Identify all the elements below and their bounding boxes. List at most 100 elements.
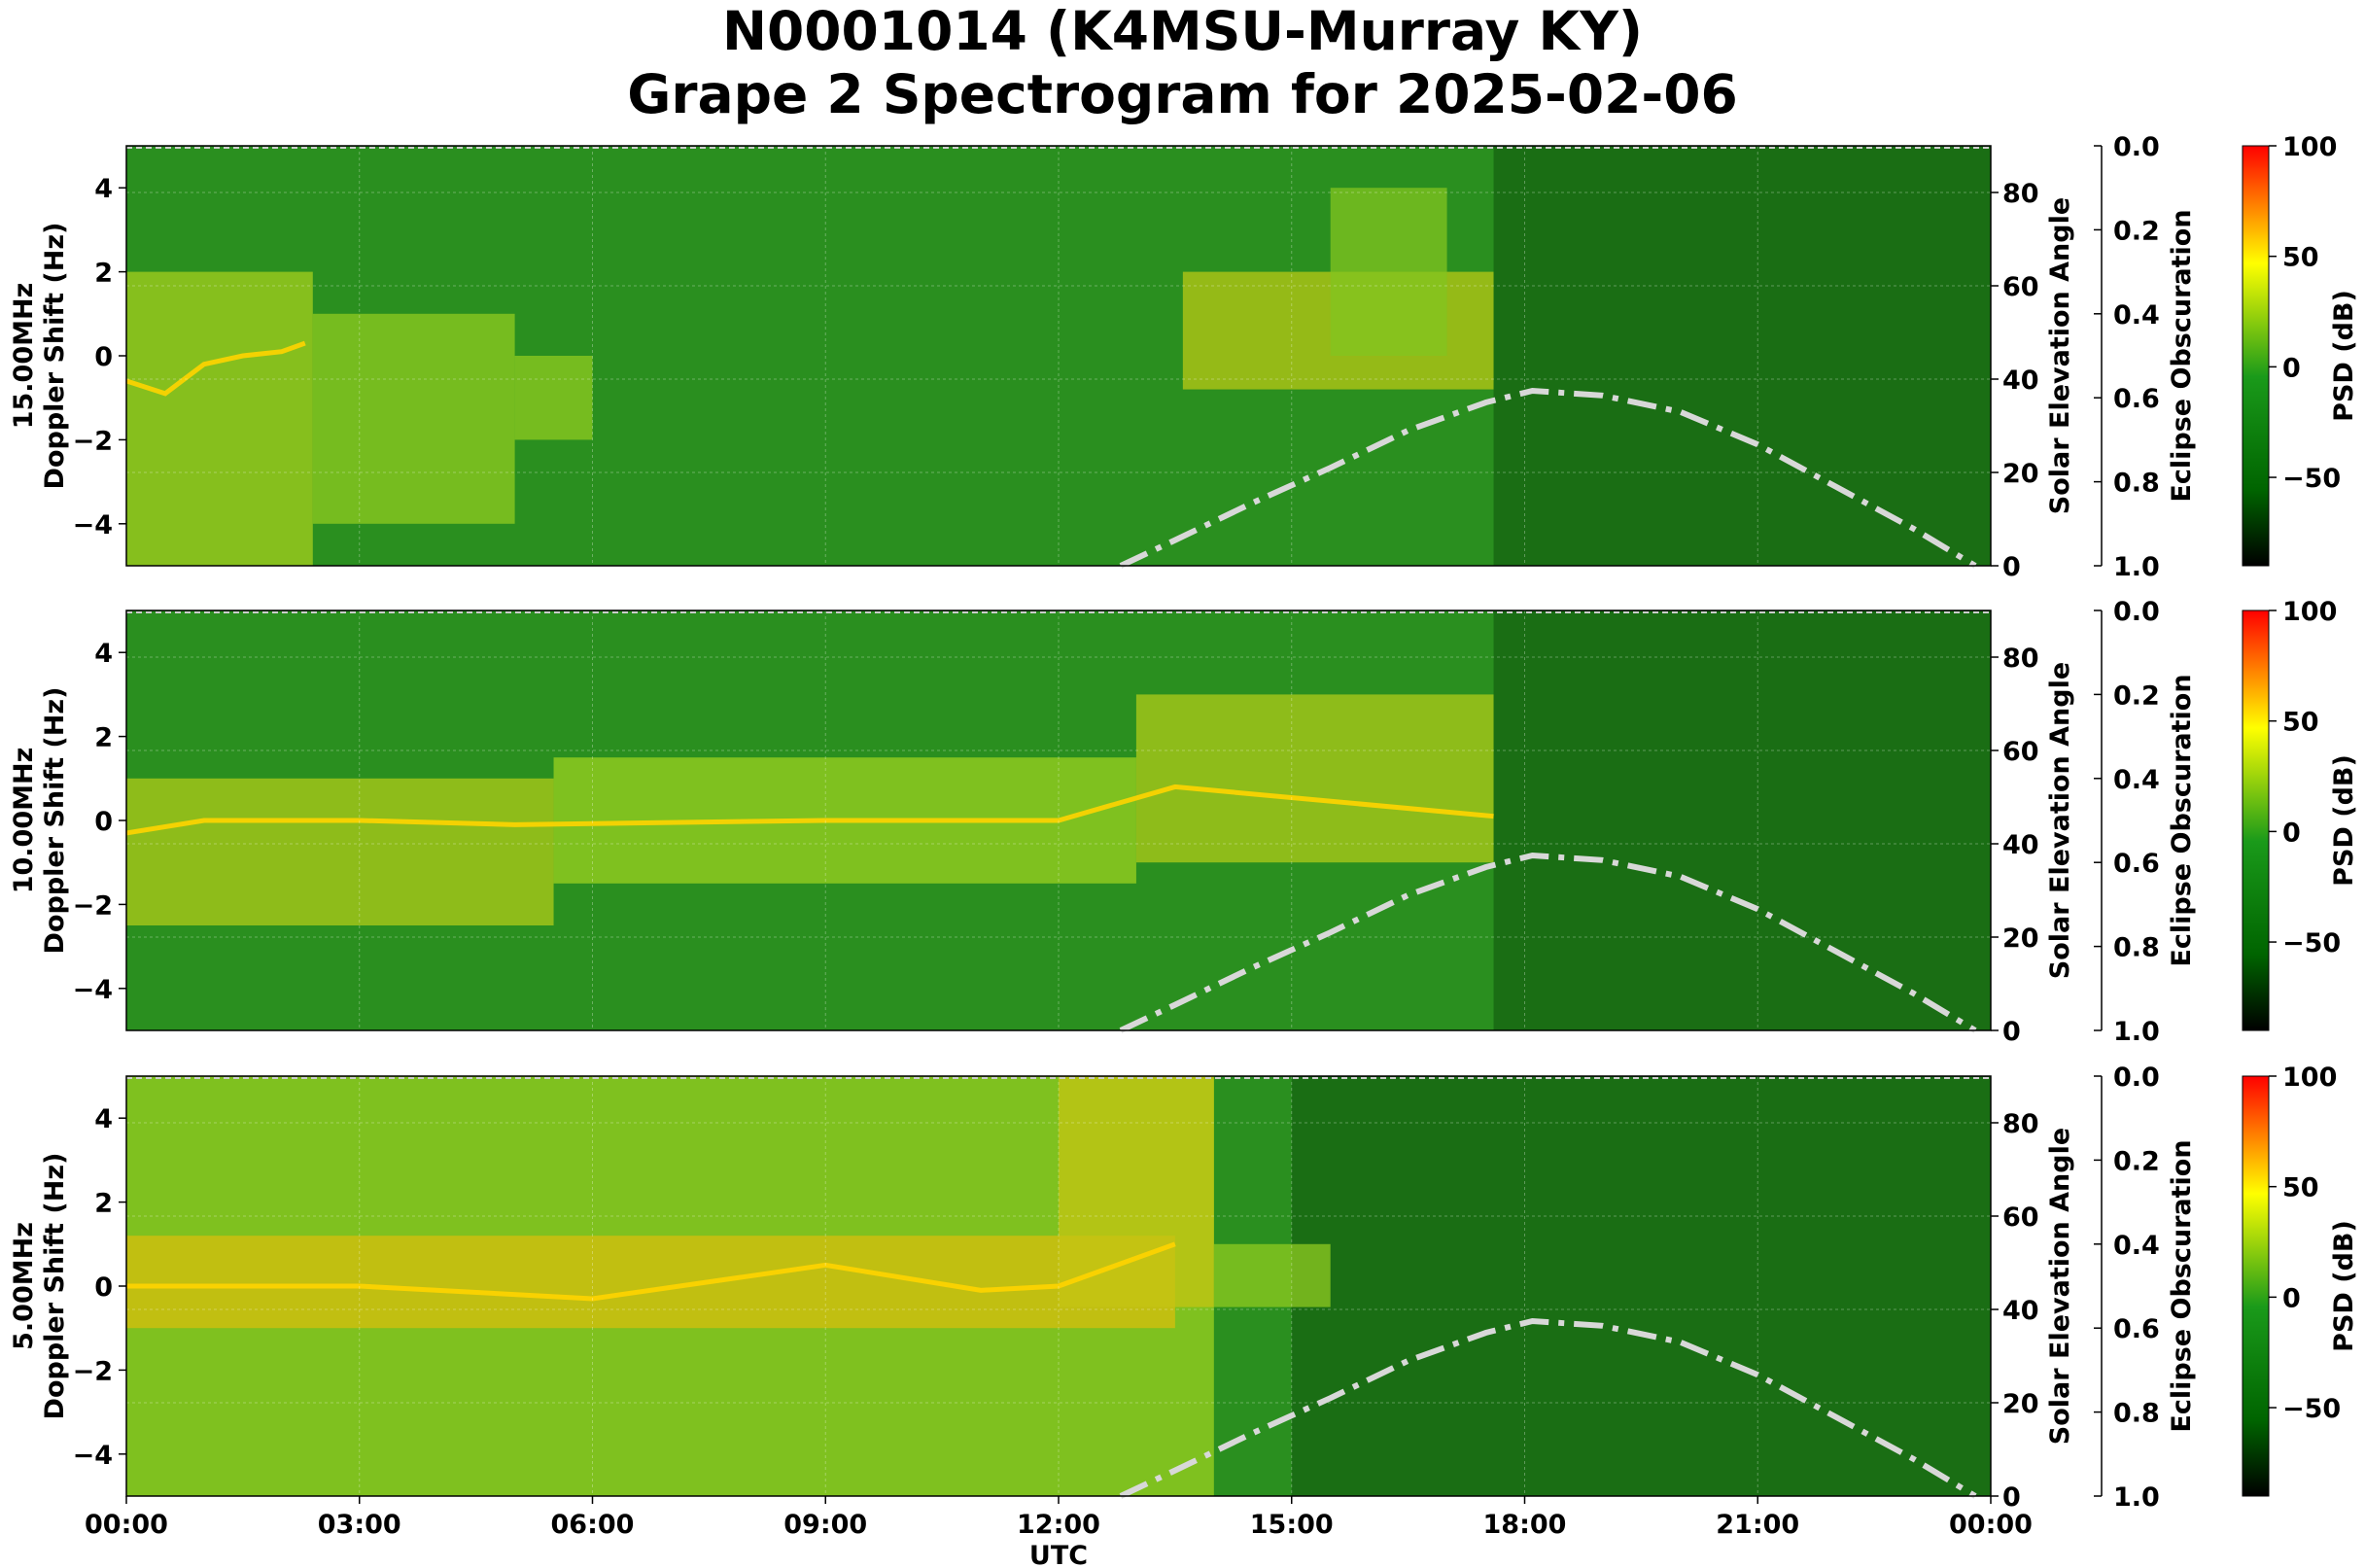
- colorbar: [2242, 1075, 2270, 1497]
- y-tick-label: 0: [94, 1272, 113, 1303]
- solar-tick-label: 80: [2002, 1109, 2039, 1139]
- eclipse-axis-label: Eclipse Obscuration: [2167, 674, 2197, 966]
- y-tick-label: 2: [94, 1189, 113, 1219]
- solar-tick-label: 0: [2002, 1482, 2021, 1513]
- frequency-label: 5.00MHz: [9, 1222, 39, 1350]
- eclipse-tick-label: 0.8: [2113, 469, 2160, 499]
- solar-tick-label: 60: [2002, 1202, 2039, 1233]
- x-tick-label: 15:00: [1250, 1510, 1334, 1540]
- eclipse-tick-label: 0.8: [2113, 933, 2160, 963]
- colorbar-tick-label: 50: [2282, 708, 2319, 738]
- solar-axis-label: Solar Elevation Angle: [2045, 197, 2075, 514]
- eclipse-axis-label: Eclipse Obscuration: [2167, 1139, 2197, 1432]
- colorbar-tick-label: 100: [2282, 597, 2337, 627]
- signal-region: [126, 778, 554, 925]
- eclipse-tick-label: 1.0: [2113, 1482, 2160, 1513]
- signal-region: [1135, 694, 1494, 863]
- eclipse-tick-label: 0.6: [2113, 1314, 2160, 1344]
- signal-region: [126, 271, 313, 566]
- y-tick-label: −2: [73, 426, 113, 456]
- spectrogram-quiet-region: [1493, 610, 1991, 1030]
- y-axis-label: Doppler Shift (Hz): [40, 1153, 70, 1420]
- eclipse-tick-label: 0.6: [2113, 849, 2160, 879]
- colorbar-label: PSD (dB): [2329, 290, 2359, 422]
- y-tick-label: −2: [73, 890, 113, 921]
- colorbar-tick-label: 50: [2282, 243, 2319, 273]
- colorbar: [2242, 610, 2270, 1031]
- y-tick-label: 2: [94, 259, 113, 289]
- signal-region: [1330, 188, 1447, 356]
- eclipse-tick-label: 0.4: [2113, 1231, 2160, 1261]
- colorbar-tick-label: 100: [2282, 1063, 2337, 1093]
- eclipse-tick-label: 0.8: [2113, 1399, 2160, 1429]
- solar-tick-label: 0: [2002, 1017, 2021, 1047]
- x-tick-label: 12:00: [1017, 1510, 1100, 1540]
- solar-tick-label: 80: [2002, 179, 2039, 209]
- carrier-trace: [125, 340, 306, 397]
- solar-tick-label: 60: [2002, 272, 2039, 302]
- y-tick-label: 0: [94, 807, 113, 837]
- eclipse-tick-label: 1.0: [2113, 1017, 2160, 1047]
- solar-tick-label: 60: [2002, 737, 2039, 767]
- carrier-trace: [126, 1241, 1176, 1302]
- eclipse-tick-label: 0.0: [2113, 1063, 2160, 1093]
- solar-tick-label: 0: [2002, 552, 2021, 582]
- solar-tick-label: 80: [2002, 644, 2039, 674]
- x-tick-label: 00:00: [85, 1510, 168, 1540]
- spectrogram-quiet-region: [1493, 146, 1991, 566]
- colorbar-tick-label: −50: [2282, 464, 2341, 494]
- eclipse-tick-label: 1.0: [2113, 552, 2160, 582]
- title-line-2: Grape 2 Spectrogram for 2025-02-06: [627, 63, 1738, 125]
- y-tick-label: 4: [94, 1104, 113, 1134]
- chart-title: N0001014 (K4MSU-Murray KY) Grape 2 Spect…: [0, 0, 2365, 126]
- panel-0: −4 −2 0 2 4 15.00MHz Doppler Shift (Hz) 0 20 40 60…: [9, 132, 2359, 582]
- colorbar-tick-label: 100: [2282, 132, 2337, 162]
- y-tick-label: 2: [94, 723, 113, 753]
- y-tick-label: −2: [73, 1356, 113, 1386]
- colorbar-tick-label: −50: [2282, 1394, 2341, 1424]
- colorbar-tick-label: 0: [2282, 353, 2301, 383]
- solar-tick-label: 40: [2002, 1296, 2039, 1326]
- panel-2: −4 −2 0 2 4 5.00MHz Doppler Shift (Hz) 0 20 40 60 8…: [9, 1063, 2359, 1513]
- x-tick-label: 18:00: [1483, 1510, 1567, 1540]
- solar-axis-label: Solar Elevation Angle: [2045, 662, 2075, 979]
- x-tick-label: 03:00: [318, 1510, 401, 1540]
- solar-tick-label: 40: [2002, 366, 2039, 396]
- signal-region: [1059, 1076, 1214, 1307]
- colorbar-tick-label: 50: [2282, 1173, 2319, 1203]
- y-tick-label: −4: [73, 1441, 113, 1471]
- signal-region: [312, 313, 515, 524]
- eclipse-tick-label: 0.2: [2113, 216, 2160, 246]
- solar-tick-label: 20: [2002, 1389, 2039, 1419]
- x-tick-label: 21:00: [1716, 1510, 1799, 1540]
- colorbar: [2242, 145, 2270, 567]
- colorbar-tick-label: −50: [2282, 928, 2341, 958]
- x-axis-label: UTC: [1029, 1541, 1088, 1568]
- signal-region: [126, 1236, 1175, 1329]
- signal-region: [1213, 1243, 1331, 1307]
- carrier-trace: [125, 784, 1494, 836]
- panel-1: −4 −2 0 2 4 10.00MHz Doppler Shift (Hz) 0 20 40 60…: [9, 597, 2359, 1047]
- solar-tick-label: 40: [2002, 830, 2039, 860]
- y-tick-label: 4: [94, 174, 113, 204]
- spectrogram-quiet-region: [1291, 1076, 1991, 1496]
- x-tick-label: 00:00: [1949, 1510, 2033, 1540]
- eclipse-axis-label: Eclipse Obscuration: [2167, 209, 2197, 502]
- x-tick-label: 09:00: [783, 1510, 867, 1540]
- signal-region: [514, 356, 593, 440]
- solar-elevation-curve: [1119, 387, 1977, 569]
- colorbar-label: PSD (dB): [2329, 1220, 2359, 1352]
- eclipse-tick-label: 0.4: [2113, 765, 2160, 795]
- solar-tick-label: 20: [2002, 923, 2039, 954]
- eclipse-tick-label: 0.2: [2113, 680, 2160, 711]
- frequency-label: 15.00MHz: [9, 283, 39, 430]
- solar-axis-label: Solar Elevation Angle: [2045, 1128, 2075, 1445]
- solar-tick-label: 20: [2002, 459, 2039, 489]
- y-axis-label: Doppler Shift (Hz): [40, 687, 70, 955]
- y-tick-label: 4: [94, 639, 113, 669]
- colorbar-label: PSD (dB): [2329, 754, 2359, 887]
- y-axis-label: Doppler Shift (Hz): [40, 223, 70, 490]
- y-tick-label: −4: [73, 975, 113, 1005]
- eclipse-tick-label: 0.2: [2113, 1146, 2160, 1176]
- y-tick-label: 0: [94, 342, 113, 372]
